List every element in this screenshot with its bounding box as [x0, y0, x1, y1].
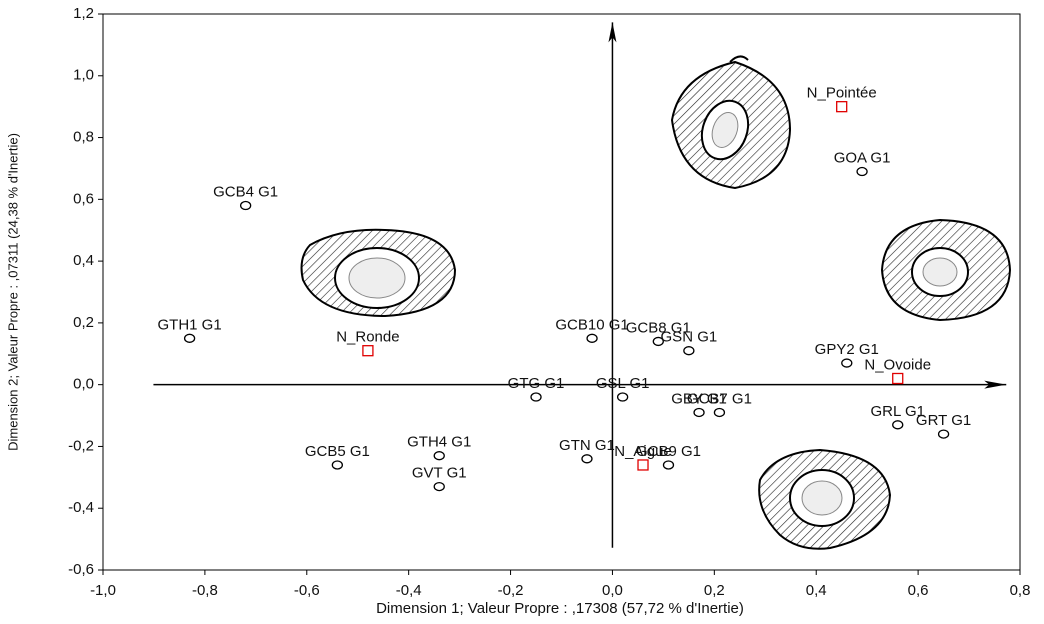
point-label: GTN G1 — [559, 437, 615, 454]
point — [586, 333, 598, 343]
point — [662, 460, 675, 470]
point-label: GTH4 G1 — [407, 434, 471, 451]
x-axis-label: Dimension 1; Valeur Propre : ,17308 (57,… — [376, 600, 744, 617]
fruit-ovoid — [880, 218, 1012, 322]
y-tick-label: 0,2 — [73, 314, 94, 331]
point — [693, 407, 705, 418]
fruit-pointed — [670, 55, 792, 190]
point-label: GCB5 G1 — [305, 443, 370, 460]
point-label: GCB8 G1 — [626, 319, 691, 336]
y-tick-label: -0,6 — [68, 561, 94, 578]
point-label: GRT G1 — [916, 412, 971, 429]
x-tick-label: -0,6 — [294, 582, 320, 599]
point-label: GSL G1 — [596, 375, 650, 392]
point — [530, 392, 542, 402]
fruit-acute — [758, 448, 892, 550]
plot-frame — [102, 13, 1021, 571]
x-tick-label: -0,2 — [498, 582, 524, 599]
point-label: N_Ronde — [336, 329, 399, 346]
fruit-round — [300, 228, 457, 318]
point — [183, 333, 196, 343]
point — [433, 481, 445, 492]
point — [362, 345, 374, 357]
point-label: GCB10 G1 — [555, 316, 628, 333]
point — [892, 420, 904, 430]
point-label: N_Ovoide — [864, 356, 931, 373]
point-label: GCB9 G1 — [636, 443, 701, 460]
y-tick-label: 0,0 — [73, 376, 94, 393]
point-label: GTH1 G1 — [158, 316, 222, 333]
x-tick-label: 0,8 — [1010, 582, 1031, 599]
point — [581, 454, 593, 464]
y-tick-label: -0,2 — [68, 437, 94, 454]
point-label: GBY G1 — [671, 390, 727, 407]
point — [856, 166, 868, 177]
point — [683, 346, 695, 356]
point — [836, 101, 848, 113]
point — [713, 407, 726, 418]
y-tick-label: 1,2 — [73, 5, 94, 22]
y-tick-label: -0,4 — [68, 499, 94, 516]
point — [331, 460, 343, 470]
point — [637, 459, 649, 471]
x-tick-label: -1,0 — [90, 582, 116, 599]
y-tick-label: 1,0 — [73, 67, 94, 84]
x-tick-label: -0,4 — [396, 582, 422, 599]
y-tick-label: 0,4 — [73, 252, 94, 269]
point — [652, 336, 664, 347]
x-tick-label: 0,0 — [602, 582, 623, 599]
arrow-head-y — [608, 22, 617, 43]
x-tick-label: 0,6 — [908, 582, 929, 599]
x-tick-label: 0,2 — [704, 582, 725, 599]
y-tick-label: 0,6 — [73, 190, 94, 207]
point-label: N_Aigue — [614, 443, 672, 460]
point — [433, 451, 445, 461]
point-label: GRL G1 — [870, 403, 924, 420]
x-tick-label: -0,8 — [192, 582, 218, 599]
point-label: GOA G1 — [834, 150, 891, 167]
y-tick-label: 0,8 — [73, 129, 94, 146]
point — [841, 358, 853, 368]
x-tick-label: 0,4 — [806, 582, 827, 599]
point-label: GSN G1 — [661, 329, 718, 346]
arrow-head-x — [984, 380, 1007, 389]
point-label: N_Pointée — [807, 85, 877, 102]
y-axis-label: Dimension 2; Valeur Propre : ,07311 (24,… — [5, 133, 20, 451]
point-label: GCB4 G1 — [213, 183, 278, 200]
fruit-illustrations — [300, 55, 1012, 550]
point — [937, 429, 950, 439]
point — [892, 372, 904, 385]
point — [239, 200, 252, 211]
point-label: GCB7 G1 — [687, 390, 752, 407]
point-label: GVT G1 — [412, 465, 467, 482]
point — [616, 392, 629, 402]
point-label: GTG G1 — [508, 375, 565, 392]
point-label: GPY2 G1 — [815, 341, 879, 358]
